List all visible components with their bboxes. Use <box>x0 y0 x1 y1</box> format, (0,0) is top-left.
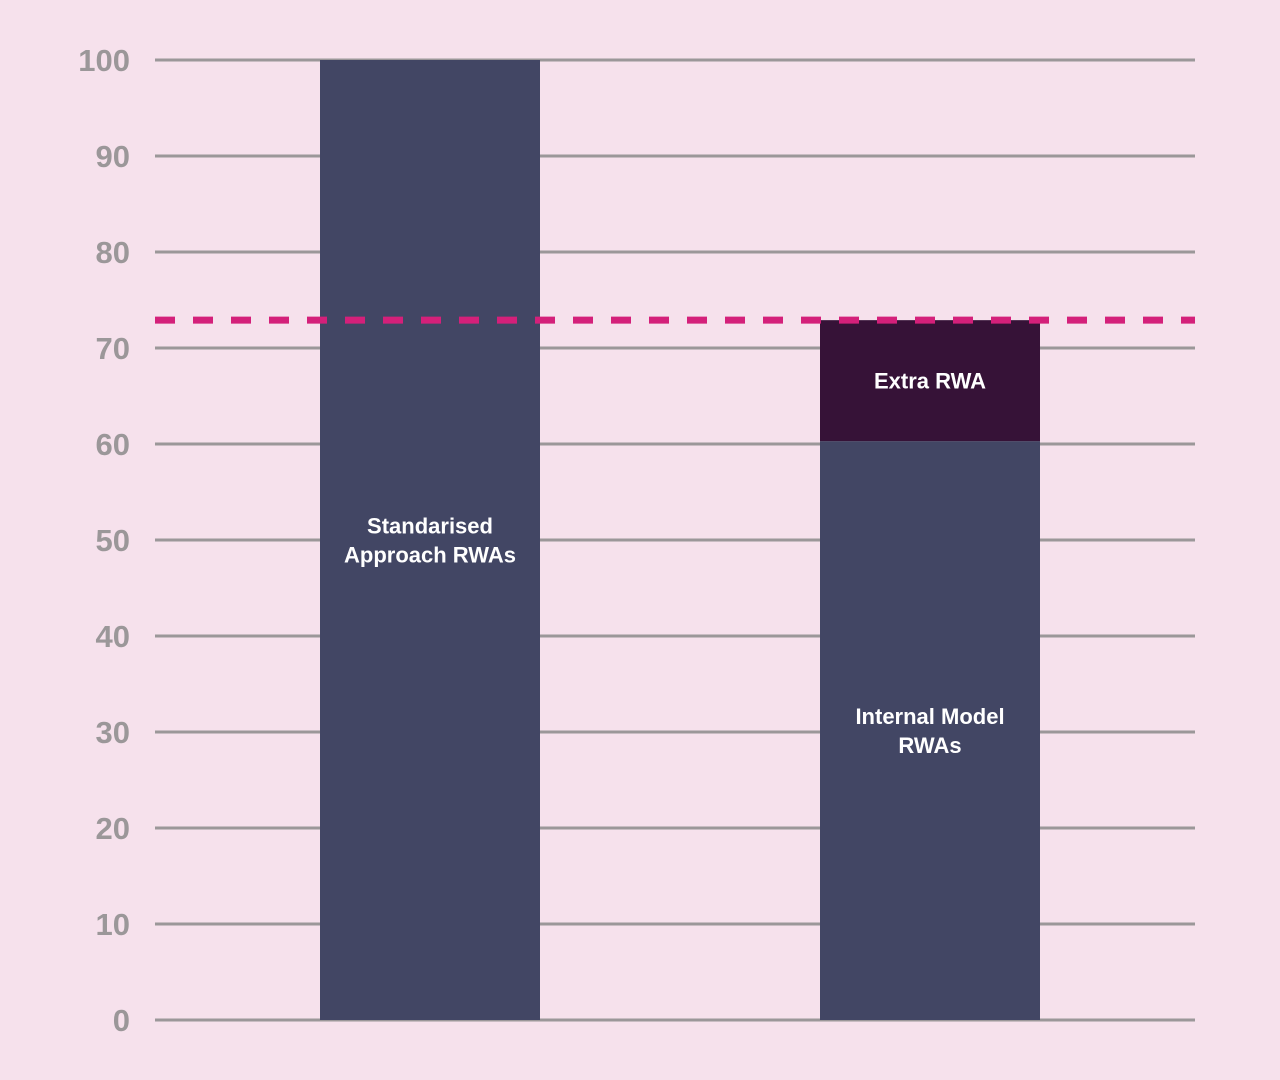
y-tick-label: 40 <box>96 619 130 654</box>
bar-segment <box>820 320 1040 442</box>
y-tick-label: 10 <box>96 907 130 942</box>
y-tick-label: 100 <box>78 43 130 78</box>
bar-labels: Standarised Approach RWAs Internal Model RW… <box>344 369 1005 758</box>
bar-segment-label: Extra RWA <box>874 369 986 394</box>
y-tick-label: 70 <box>96 331 130 366</box>
y-tick-label: 50 <box>96 523 130 558</box>
y-tick-label: 80 <box>96 235 130 270</box>
y-tick-label: 20 <box>96 811 130 846</box>
y-axis-ticks: 0 10 20 30 40 50 60 70 80 90 100 <box>78 43 130 1038</box>
y-tick-label: 30 <box>96 715 130 750</box>
y-tick-label: 60 <box>96 427 130 462</box>
bar-segment <box>320 60 540 1020</box>
bar-segment-label: Standarised Approach RWAs <box>344 514 516 568</box>
bar-segment-label: Internal Model RWAs <box>855 704 1004 758</box>
bars <box>320 60 1040 1020</box>
y-tick-label: 0 <box>113 1003 130 1038</box>
bar-segment <box>820 441 1040 1020</box>
y-tick-label: 90 <box>96 139 130 174</box>
